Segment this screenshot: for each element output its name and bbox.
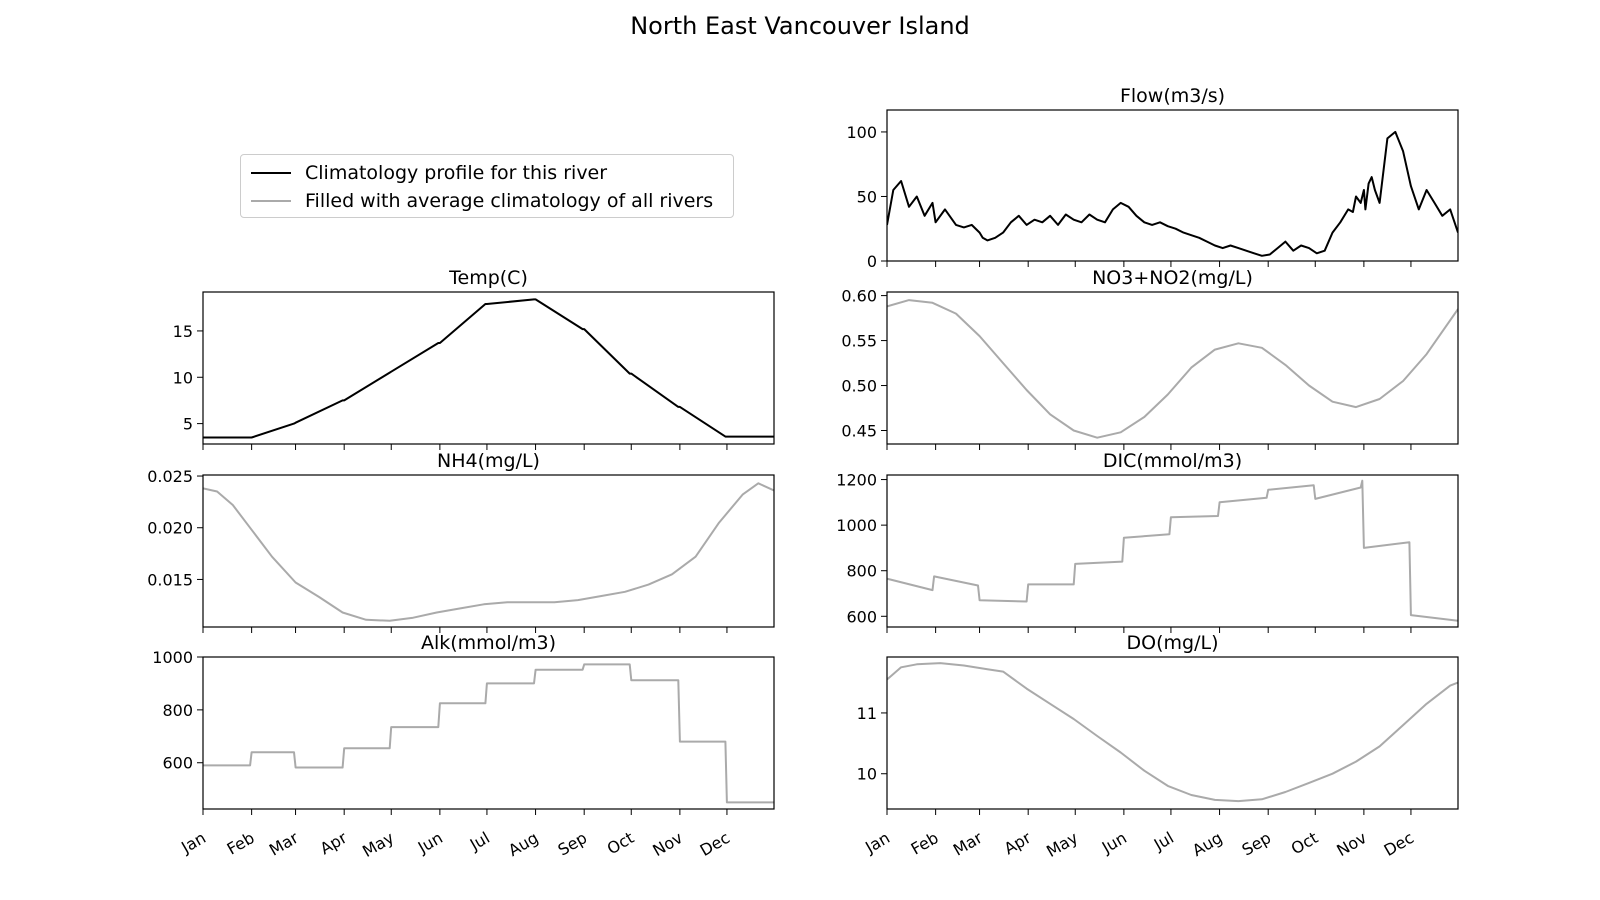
panel-title-do-mg-l: DO(mg/L) bbox=[1127, 632, 1219, 654]
panel-flow-m3-s: Flow(m3/s) 0 50 100 bbox=[846, 85, 1459, 271]
x-tick-label-month: Jul bbox=[466, 828, 493, 855]
axes-frame-alk-mmol-m3 bbox=[202, 656, 775, 810]
x-tick-label-month: May bbox=[359, 828, 397, 861]
x-tick-label-month: Oct bbox=[604, 828, 637, 858]
x-tick-label-month: Aug bbox=[505, 828, 542, 860]
y-tick-label-flow-m3-s: 0 bbox=[867, 252, 877, 271]
panel-alk-mmol-m3: Alk(mmol/m3) 600 800 1000 Jan Feb Mar Apr May Jun… bbox=[152, 632, 775, 861]
x-tick-label-month: Sep bbox=[555, 828, 591, 860]
y-tick-label-dic-mmol-m3: 800 bbox=[846, 562, 877, 581]
panel-title-nh4-mg-l: NH4(mg/L) bbox=[437, 450, 540, 472]
axes-frame-nh4-mg-l bbox=[202, 474, 775, 628]
y-tick-label-dic-mmol-m3: 1000 bbox=[836, 516, 877, 535]
series-line-dic-mmol-m3 bbox=[887, 479, 1458, 622]
series-line-do-mg-l bbox=[887, 662, 1458, 803]
axes-frame-dic-mmol-m3 bbox=[886, 474, 1459, 628]
x-tick-label-month: Dec bbox=[697, 828, 733, 860]
x-tick-label-month: Nov bbox=[649, 828, 686, 860]
axes-frame-do-mg-l bbox=[886, 656, 1459, 810]
x-tick-label-month: Feb bbox=[908, 828, 942, 859]
legend-swatch-black bbox=[251, 172, 291, 174]
x-tick-label-month: Mar bbox=[950, 828, 986, 860]
x-tick-label-month: Jul bbox=[1150, 828, 1177, 855]
x-tick-label-month: Feb bbox=[224, 828, 258, 859]
y-tick-label-nh4-mg-l: 0.015 bbox=[147, 570, 193, 589]
y-tick-label-temp-c: 10 bbox=[173, 368, 193, 387]
y-tick-label-alk-mmol-m3: 1000 bbox=[152, 648, 193, 667]
series-line-temp-c bbox=[203, 298, 774, 439]
panel-title-alk-mmol-m3: Alk(mmol/m3) bbox=[421, 632, 556, 654]
legend-label-climatology: Climatology profile for this river bbox=[305, 162, 608, 184]
y-tick-label-do-mg-l: 10 bbox=[857, 765, 877, 784]
y-tick-label-temp-c: 5 bbox=[183, 415, 193, 434]
x-tick-label-month: Oct bbox=[1288, 828, 1321, 858]
x-tick-label-month: Aug bbox=[1189, 828, 1226, 860]
x-tick-label-month: Apr bbox=[317, 828, 351, 859]
panel-title-temp-c: Temp(C) bbox=[448, 267, 528, 289]
panel-temp-c: Temp(C) 5 10 15 bbox=[173, 267, 775, 450]
legend-label-filled: Filled with average climatology of all r… bbox=[305, 190, 714, 212]
x-tick-label-month: Sep bbox=[1239, 828, 1275, 860]
panel-dic-mmol-m3: DIC(mmol/m3) 600 800 1000 1200 bbox=[836, 450, 1459, 633]
y-tick-label-flow-m3-s: 100 bbox=[846, 123, 877, 142]
y-tick-label-nh4-mg-l: 0.025 bbox=[147, 467, 193, 486]
y-tick-label-no3-no2-mg-l: 0.55 bbox=[841, 332, 877, 351]
x-tick-label-month: Jan bbox=[177, 828, 209, 857]
y-tick-label-alk-mmol-m3: 800 bbox=[162, 701, 193, 720]
panel-do-mg-l: DO(mg/L) 10 11 Jan Feb Mar Apr May Jun Jul Aug Sep O… bbox=[857, 632, 1459, 861]
y-tick-label-no3-no2-mg-l: 0.45 bbox=[841, 422, 877, 441]
y-tick-label-alk-mmol-m3: 600 bbox=[162, 754, 193, 773]
legend-swatch-grey bbox=[251, 200, 291, 202]
axes-frame-flow-m3-s bbox=[886, 109, 1459, 262]
y-tick-label-nh4-mg-l: 0.020 bbox=[147, 519, 193, 538]
legend: Climatology profile for this river Fille… bbox=[240, 154, 734, 218]
panel-title-flow-m3-s: Flow(m3/s) bbox=[1120, 85, 1225, 107]
x-tick-label-month: Dec bbox=[1381, 828, 1417, 860]
y-tick-label-dic-mmol-m3: 600 bbox=[846, 607, 877, 626]
series-line-no3-no2-mg-l bbox=[887, 299, 1458, 439]
axes-frame-temp-c bbox=[202, 291, 775, 445]
y-tick-label-do-mg-l: 11 bbox=[857, 704, 877, 723]
panel-no3-no2-mg-l: NO3+NO2(mg/L) 0.45 0.50 0.55 0.60 bbox=[841, 267, 1459, 450]
x-tick-label-month: Nov bbox=[1333, 828, 1370, 860]
y-tick-label-no3-no2-mg-l: 0.60 bbox=[841, 287, 877, 306]
panel-title-no3-no2-mg-l: NO3+NO2(mg/L) bbox=[1092, 267, 1253, 289]
x-tick-label-month: Apr bbox=[1001, 828, 1035, 859]
y-tick-label-flow-m3-s: 50 bbox=[857, 187, 877, 206]
series-line-nh4-mg-l bbox=[203, 482, 774, 622]
axes-frame-no3-no2-mg-l bbox=[886, 291, 1459, 445]
series-line-alk-mmol-m3 bbox=[203, 663, 774, 804]
y-tick-label-no3-no2-mg-l: 0.50 bbox=[841, 377, 877, 396]
series-line-flow-m3-s bbox=[887, 130, 1458, 257]
y-tick-label-dic-mmol-m3: 1200 bbox=[836, 471, 877, 490]
x-tick-label-month: Mar bbox=[266, 828, 302, 860]
x-tick-label-month: Jun bbox=[414, 828, 446, 857]
panel-nh4-mg-l: NH4(mg/L) 0.015 0.020 0.025 bbox=[147, 450, 775, 633]
figure-title: North East Vancouver Island bbox=[630, 12, 970, 40]
legend-item-climatology: Climatology profile for this river bbox=[251, 161, 607, 185]
x-tick-label-month: Jan bbox=[861, 828, 893, 857]
x-tick-label-month: Jun bbox=[1098, 828, 1130, 857]
panel-title-dic-mmol-m3: DIC(mmol/m3) bbox=[1103, 450, 1242, 472]
y-tick-label-temp-c: 15 bbox=[173, 322, 193, 341]
x-tick-label-month: May bbox=[1043, 828, 1081, 861]
legend-item-filled: Filled with average climatology of all r… bbox=[251, 189, 713, 213]
